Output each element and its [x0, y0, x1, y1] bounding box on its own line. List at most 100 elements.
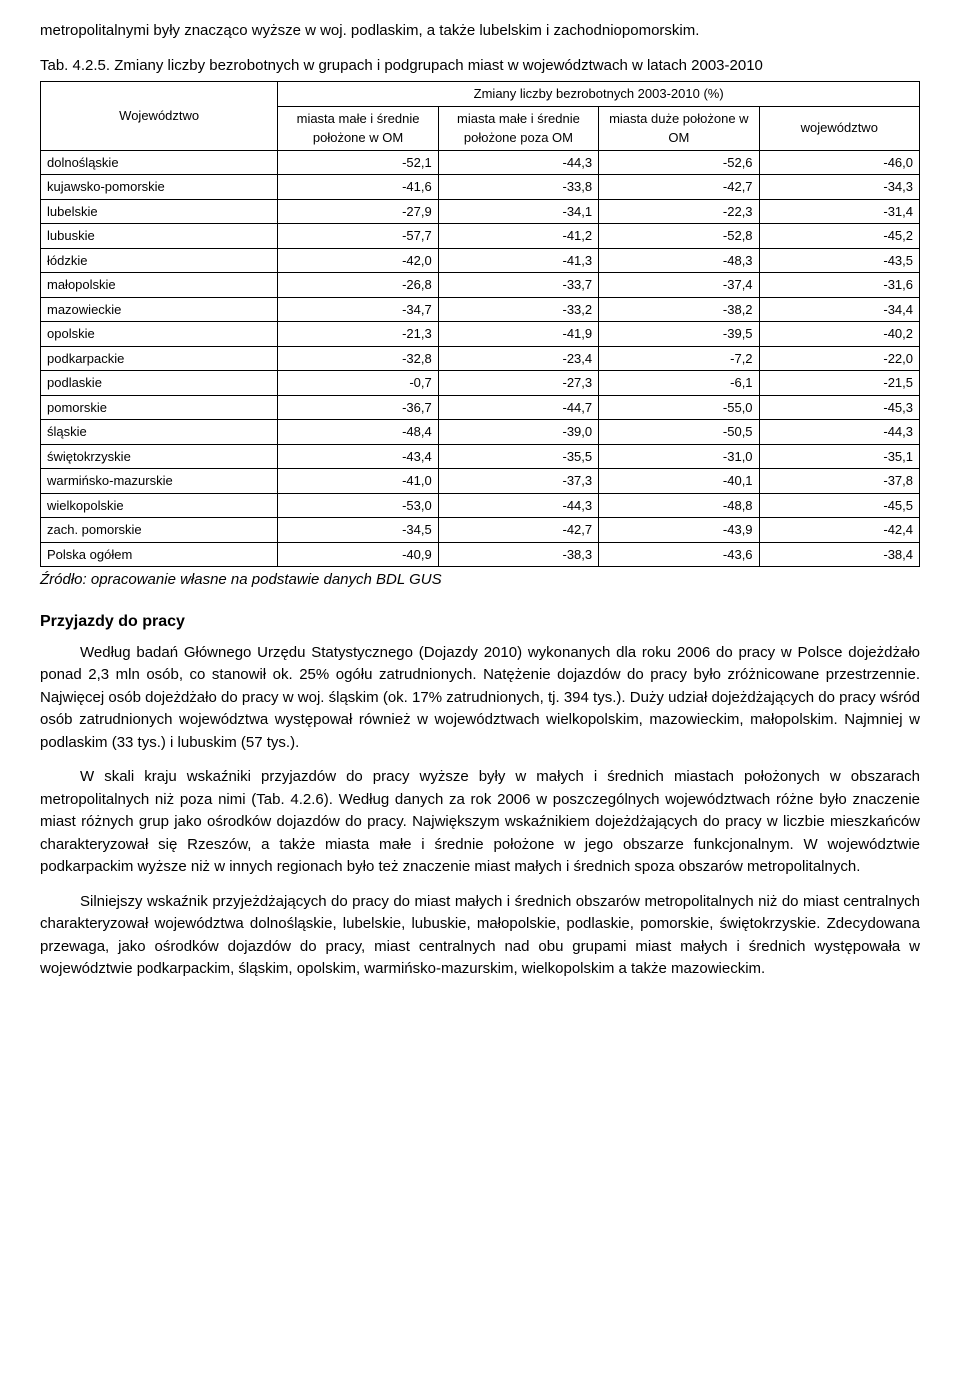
row-value: -38,4 [759, 542, 919, 567]
row-value: -46,0 [759, 150, 919, 175]
row-value: -21,3 [278, 322, 438, 347]
row-value: -43,4 [278, 444, 438, 469]
row-value: -21,5 [759, 371, 919, 396]
col-header-3: województwo [759, 106, 919, 150]
row-label: podlaskie [41, 371, 278, 396]
row-value: -41,3 [438, 248, 598, 273]
row-value: -41,6 [278, 175, 438, 200]
table-row: Polska ogółem-40,9-38,3-43,6-38,4 [41, 542, 920, 567]
row-value: -33,7 [438, 273, 598, 298]
section-heading: Przyjazdy do pracy [40, 610, 920, 634]
row-value: -7,2 [599, 346, 759, 371]
row-value: -27,9 [278, 199, 438, 224]
table-caption: Tab. 4.2.5. Zmiany liczby bezrobotnych w… [40, 55, 920, 78]
row-value: -57,7 [278, 224, 438, 249]
row-label: małopolskie [41, 273, 278, 298]
body-paragraph-1: Według badań Głównego Urzędu Statystyczn… [40, 642, 920, 755]
row-value: -41,2 [438, 224, 598, 249]
row-value: -42,0 [278, 248, 438, 273]
row-value: -31,4 [759, 199, 919, 224]
row-value: -43,6 [599, 542, 759, 567]
col-header-2: miasta duże położone w OM [599, 106, 759, 150]
row-value: -39,0 [438, 420, 598, 445]
table-row: dolnośląskie-52,1-44,3-52,6-46,0 [41, 150, 920, 175]
row-value: -40,2 [759, 322, 919, 347]
row-value: -44,3 [438, 150, 598, 175]
intro-paragraph: metropolitalnymi były znacząco wyższe w … [40, 20, 920, 43]
table-row: warmińsko-mazurskie-41,0-37,3-40,1-37,8 [41, 469, 920, 494]
row-value: -32,8 [278, 346, 438, 371]
row-value: -22,0 [759, 346, 919, 371]
row-value: -33,8 [438, 175, 598, 200]
row-value: -50,5 [599, 420, 759, 445]
table-row: podlaskie-0,7-27,3-6,1-21,5 [41, 371, 920, 396]
row-value: -31,0 [599, 444, 759, 469]
row-label: mazowieckie [41, 297, 278, 322]
table-row: podkarpackie-32,8-23,4-7,2-22,0 [41, 346, 920, 371]
row-value: -38,2 [599, 297, 759, 322]
row-value: -48,3 [599, 248, 759, 273]
row-label: łódzkie [41, 248, 278, 273]
row-label: zach. pomorskie [41, 518, 278, 543]
row-value: -45,2 [759, 224, 919, 249]
row-value: -45,5 [759, 493, 919, 518]
row-value: -41,0 [278, 469, 438, 494]
row-value: -42,4 [759, 518, 919, 543]
table-row: zach. pomorskie-34,5-42,7-43,9-42,4 [41, 518, 920, 543]
table-row: lubelskie-27,9-34,1-22,3-31,4 [41, 199, 920, 224]
table-row: lubuskie-57,7-41,2-52,8-45,2 [41, 224, 920, 249]
row-value: -37,3 [438, 469, 598, 494]
row-label: warmińsko-mazurskie [41, 469, 278, 494]
table-row: mazowieckie-34,7-33,2-38,2-34,4 [41, 297, 920, 322]
row-value: -34,1 [438, 199, 598, 224]
row-value: -35,5 [438, 444, 598, 469]
table-row: opolskie-21,3-41,9-39,5-40,2 [41, 322, 920, 347]
row-value: -43,9 [599, 518, 759, 543]
row-label: śląskie [41, 420, 278, 445]
row-value: -38,3 [438, 542, 598, 567]
row-value: -40,9 [278, 542, 438, 567]
table-source: Źródło: opracowanie własne na podstawie … [40, 569, 920, 592]
row-value: -23,4 [438, 346, 598, 371]
row-value: -22,3 [599, 199, 759, 224]
row-value: -39,5 [599, 322, 759, 347]
table-row: śląskie-48,4-39,0-50,5-44,3 [41, 420, 920, 445]
body-paragraph-2: W skali kraju wskaźniki przyjazdów do pr… [40, 766, 920, 879]
row-value: -37,4 [599, 273, 759, 298]
row-value: -53,0 [278, 493, 438, 518]
row-value: -48,8 [599, 493, 759, 518]
row-label: opolskie [41, 322, 278, 347]
row-value: -26,8 [278, 273, 438, 298]
row-value: -6,1 [599, 371, 759, 396]
table-row: małopolskie-26,8-33,7-37,4-31,6 [41, 273, 920, 298]
row-value: -34,7 [278, 297, 438, 322]
table-row: łódzkie-42,0-41,3-48,3-43,5 [41, 248, 920, 273]
col-header-0: miasta małe i średnie położone w OM [278, 106, 438, 150]
row-value: -52,6 [599, 150, 759, 175]
row-label: dolnośląskie [41, 150, 278, 175]
row-value: -37,8 [759, 469, 919, 494]
row-value: -44,7 [438, 395, 598, 420]
table-row: pomorskie-36,7-44,7-55,0-45,3 [41, 395, 920, 420]
row-value: -36,7 [278, 395, 438, 420]
row-value: -34,5 [278, 518, 438, 543]
row-label: kujawsko-pomorskie [41, 175, 278, 200]
row-label: podkarpackie [41, 346, 278, 371]
row-value: -34,3 [759, 175, 919, 200]
col-super-header: Zmiany liczby bezrobotnych 2003-2010 (%) [278, 82, 920, 107]
row-value: -40,1 [599, 469, 759, 494]
row-value: -42,7 [599, 175, 759, 200]
row-value: -45,3 [759, 395, 919, 420]
table-row: kujawsko-pomorskie-41,6-33,8-42,7-34,3 [41, 175, 920, 200]
row-label: pomorskie [41, 395, 278, 420]
row-value: -44,3 [759, 420, 919, 445]
row-value: -52,8 [599, 224, 759, 249]
row-value: -55,0 [599, 395, 759, 420]
row-value: -52,1 [278, 150, 438, 175]
body-paragraph-3: Silniejszy wskaźnik przyjeżdżających do … [40, 891, 920, 981]
row-value: -41,9 [438, 322, 598, 347]
col-header-wojewodztwo: Województwo [41, 82, 278, 151]
table-row: wielkopolskie-53,0-44,3-48,8-45,5 [41, 493, 920, 518]
row-value: -31,6 [759, 273, 919, 298]
row-label: lubuskie [41, 224, 278, 249]
